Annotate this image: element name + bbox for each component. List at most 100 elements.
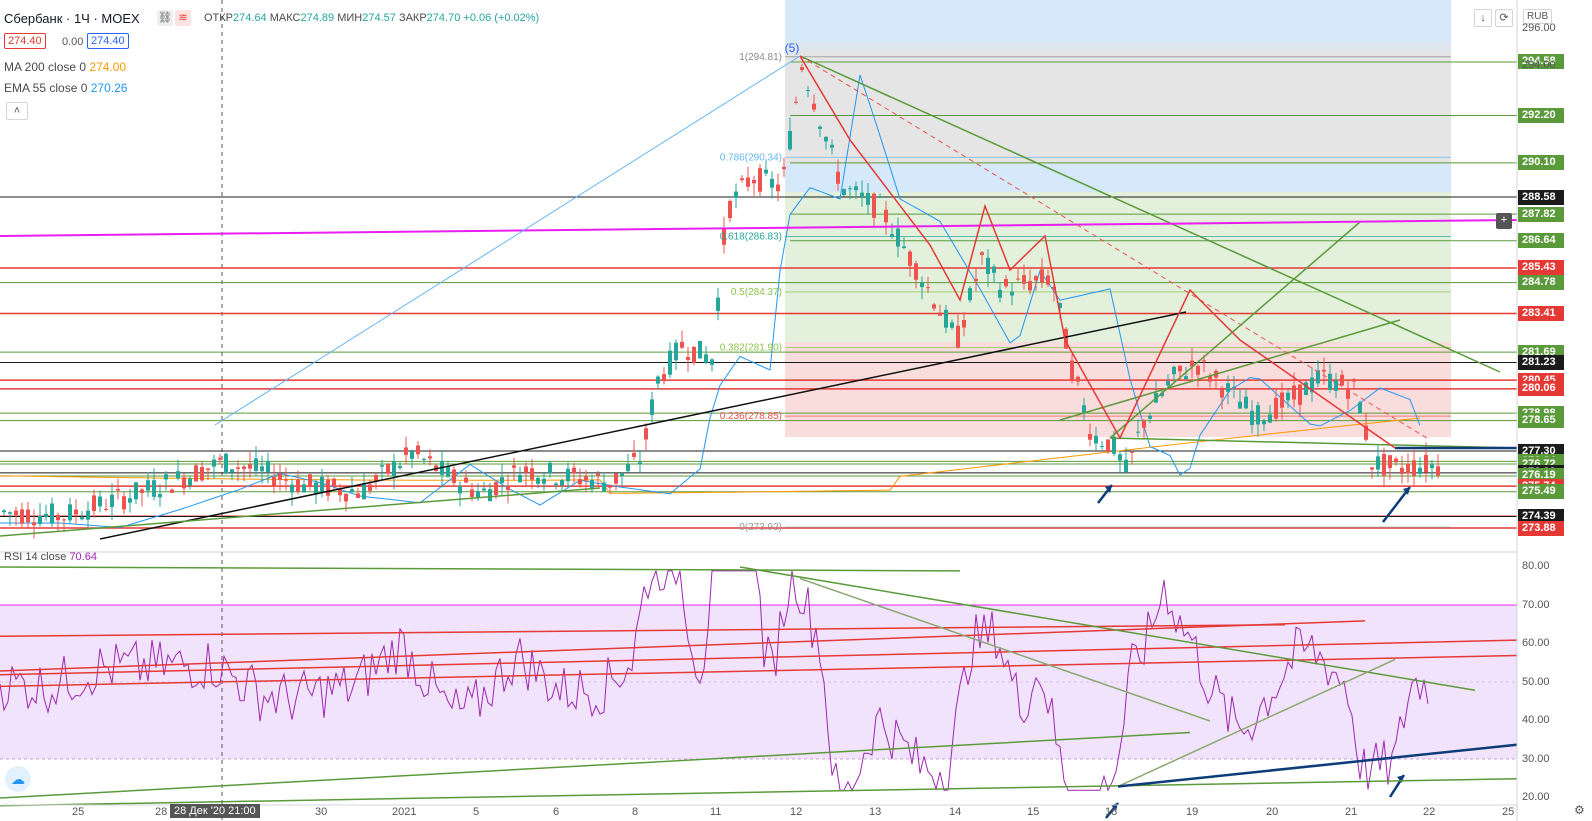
- time-axis-tick: 12: [790, 806, 803, 818]
- candle-body: [1250, 410, 1254, 425]
- candle-body: [512, 465, 516, 468]
- candle-body: [1370, 467, 1374, 470]
- candle-body: [824, 136, 828, 142]
- rsi-line: [0, 569, 1429, 792]
- candle-body: [590, 479, 594, 490]
- candle-body: [596, 473, 600, 476]
- open-label: ОТКР: [204, 12, 234, 24]
- scroll-down-icon[interactable]: ↓: [1474, 9, 1492, 27]
- candle-body: [140, 489, 144, 493]
- trend-line: [1109, 437, 1518, 449]
- candle-body: [1304, 382, 1308, 395]
- ask-badge[interactable]: 274.40: [87, 33, 129, 49]
- rsi-trend-line: [0, 566, 961, 572]
- candle-body: [1112, 436, 1116, 454]
- rsi-navy-support: [1117, 739, 1561, 788]
- candle-body: [896, 228, 900, 247]
- candle-body: [1436, 466, 1440, 476]
- currency-badge[interactable]: RUB: [1523, 9, 1553, 24]
- ema55-line: [0, 74, 1421, 529]
- candle-body: [296, 479, 300, 492]
- candle-body: [962, 319, 966, 328]
- candle-body: [902, 246, 906, 248]
- screenshot-icon[interactable]: ⟳: [1495, 9, 1513, 27]
- compare-icon[interactable]: ≋: [175, 10, 191, 26]
- candle-body: [1160, 392, 1164, 397]
- candle-body: [476, 491, 480, 499]
- price-label: 290.10: [1518, 155, 1564, 171]
- candle-body: [1256, 405, 1260, 425]
- candle-body: [908, 251, 912, 266]
- candle-body: [332, 478, 336, 487]
- candle-body: [92, 495, 96, 512]
- time-axis-tick: 13: [869, 806, 882, 818]
- time-axis-tick: 20: [1266, 806, 1279, 818]
- candle-body: [818, 126, 822, 129]
- ema55-legend[interactable]: EMA 55 close 0 270.26: [4, 81, 127, 95]
- bid-badge[interactable]: 274.40: [4, 33, 46, 49]
- settings-icon[interactable]: ⚙: [1574, 803, 1585, 817]
- candle-body: [656, 376, 660, 384]
- candle-body: [644, 428, 648, 440]
- symbol-title[interactable]: Сбербанк · 1Ч · MOEX: [4, 11, 140, 26]
- candle-body: [494, 482, 498, 496]
- candle-body: [68, 504, 72, 521]
- candle-body: [830, 144, 834, 148]
- candle-body: [338, 489, 342, 496]
- ema55-label: EMA 55 close 0: [4, 81, 88, 95]
- rsi-trend-line: [1117, 658, 1396, 788]
- candle-body: [242, 466, 246, 470]
- collapse-icon[interactable]: ˄: [6, 102, 28, 120]
- candle-body: [608, 484, 612, 488]
- candle-body: [1364, 425, 1368, 440]
- candle-body: [176, 471, 180, 479]
- candle-body: [134, 482, 138, 500]
- high-value: 274.89: [300, 12, 335, 24]
- logo-icon[interactable]: ☁: [5, 766, 31, 792]
- candle-body: [764, 169, 768, 174]
- link-icon[interactable]: ⛓: [157, 10, 173, 26]
- candle-body: [680, 341, 684, 348]
- candle-body: [50, 503, 54, 524]
- candle-body: [692, 346, 696, 363]
- candle-body: [1328, 373, 1332, 390]
- open-value: 274.64: [233, 12, 267, 24]
- time-axis-tick: 28: [155, 806, 168, 818]
- candle-body: [1100, 446, 1104, 448]
- trend-line: [1109, 221, 1361, 439]
- candle-body: [1220, 389, 1224, 398]
- rsi-legend[interactable]: RSI 14 close 70.64: [4, 551, 97, 563]
- candle-body: [1004, 279, 1008, 287]
- candle-body: [206, 468, 210, 470]
- candle-body: [410, 451, 414, 459]
- candle-body: [254, 458, 258, 471]
- candle-body: [890, 234, 894, 237]
- time-axis-tick: 30: [315, 806, 328, 818]
- candle-body: [536, 478, 540, 484]
- rsi-axis-tick: 50.00: [1522, 675, 1550, 688]
- candle-body: [122, 496, 126, 510]
- candle-body: [278, 473, 282, 481]
- candle-body: [1268, 414, 1272, 423]
- candle-body: [38, 516, 42, 525]
- candle-body: [812, 103, 816, 110]
- candle-body: [788, 130, 792, 150]
- candle-body: [584, 476, 588, 481]
- candle-body: [794, 101, 798, 103]
- candle-body: [926, 287, 930, 289]
- high-label: МАКС: [269, 12, 301, 24]
- candle-body: [392, 461, 396, 477]
- candle-body: [860, 192, 864, 197]
- price-label: 286.64: [1518, 233, 1564, 249]
- candle-body: [1346, 388, 1350, 399]
- candle-body: [722, 228, 726, 245]
- fib-label: 0.236(278.85): [720, 411, 782, 422]
- rsi-trend-line: [0, 620, 1366, 672]
- rsi-trend-line: [0, 639, 1518, 676]
- candle-body: [1298, 384, 1302, 405]
- candle-body: [260, 466, 264, 472]
- plus-icon[interactable]: +: [1496, 213, 1512, 229]
- ma200-legend[interactable]: MA 200 close 0 274.00: [4, 60, 126, 74]
